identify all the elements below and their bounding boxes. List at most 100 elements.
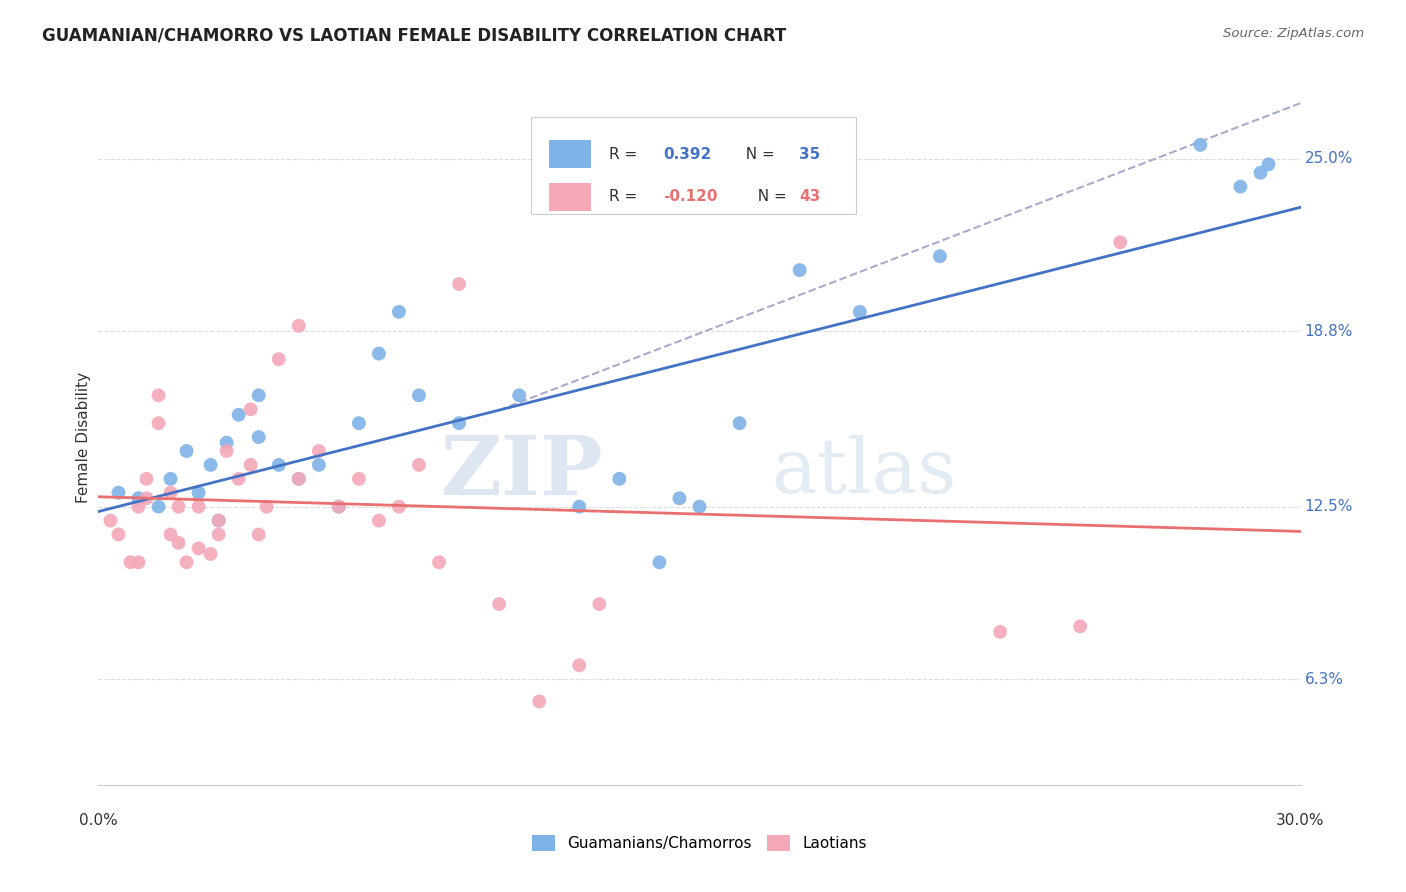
Point (208, 514, 231, 528)
Point (488, 597, 510, 611)
Text: 25.0%: 25.0% (1305, 152, 1353, 166)
Point (287, 472, 309, 486)
Point (148, 500, 170, 514)
Point (200, 547, 222, 561)
Point (239, 458, 262, 472)
Point (1069, 619, 1091, 633)
Text: 0.392: 0.392 (664, 146, 711, 161)
Point (159, 472, 181, 486)
Point (135, 491, 157, 506)
Point (568, 658, 591, 673)
Bar (550, 183, 592, 211)
Text: GUAMANIAN/CHAMORRO VS LAOTIAN FEMALE DISABILITY CORRELATION CHART: GUAMANIAN/CHAMORRO VS LAOTIAN FEMALE DIS… (42, 27, 786, 45)
Point (427, 555, 450, 569)
Point (256, 500, 278, 514)
Point (508, 388, 530, 402)
Point (208, 527, 231, 541)
Point (988, 624, 1011, 639)
Point (187, 500, 209, 514)
Point (239, 402, 262, 417)
Point (215, 444, 238, 458)
Text: -0.120: -0.120 (664, 189, 718, 204)
Point (308, 444, 330, 458)
Point (176, 444, 198, 458)
Text: 0.0%: 0.0% (79, 814, 118, 828)
Point (247, 430, 270, 444)
Point (135, 472, 157, 486)
Point (187, 485, 209, 500)
Point (200, 458, 222, 472)
Point (368, 514, 391, 528)
Point (308, 458, 330, 472)
Point (176, 555, 198, 569)
Point (215, 435, 238, 450)
Y-axis label: Female Disability: Female Disability (76, 371, 91, 503)
Point (588, 597, 610, 611)
Point (368, 346, 391, 360)
Point (668, 491, 690, 506)
Text: 18.8%: 18.8% (1305, 324, 1353, 339)
Point (187, 541, 209, 556)
FancyBboxPatch shape (531, 117, 856, 214)
Point (267, 458, 290, 472)
Point (789, 263, 811, 277)
Text: Source: ZipAtlas.com: Source: ZipAtlas.com (1223, 27, 1364, 40)
Point (328, 500, 350, 514)
Text: ZIP: ZIP (440, 432, 603, 512)
Text: atlas: atlas (772, 435, 957, 508)
Point (688, 500, 710, 514)
Point (167, 500, 190, 514)
Point (408, 388, 430, 402)
Point (1229, 179, 1251, 194)
Point (228, 472, 250, 486)
Text: N =: N = (735, 146, 779, 161)
Point (1189, 137, 1212, 152)
Point (148, 416, 170, 430)
Point (388, 500, 411, 514)
Point (247, 388, 270, 402)
Point (728, 416, 751, 430)
Text: 35: 35 (799, 146, 821, 161)
Point (100, 514, 122, 528)
Point (167, 536, 190, 550)
Point (447, 416, 470, 430)
Point (447, 277, 470, 291)
Point (128, 500, 150, 514)
Point (1250, 166, 1272, 180)
Point (347, 416, 370, 430)
Text: N =: N = (748, 189, 792, 204)
Point (529, 694, 551, 708)
Point (648, 555, 671, 569)
Point (128, 491, 150, 506)
Point (929, 249, 952, 263)
Point (159, 485, 181, 500)
Point (247, 527, 270, 541)
Point (159, 527, 181, 541)
Point (120, 555, 142, 569)
Point (1257, 157, 1279, 171)
Bar (550, 140, 592, 168)
Point (287, 472, 309, 486)
Point (128, 555, 150, 569)
Text: R =: R = (609, 189, 643, 204)
Point (208, 514, 231, 528)
Text: 30.0%: 30.0% (1277, 814, 1324, 828)
Point (849, 305, 872, 319)
Point (107, 527, 129, 541)
Point (408, 458, 430, 472)
Point (228, 408, 250, 422)
Text: 43: 43 (799, 189, 821, 204)
Point (287, 318, 309, 333)
Text: 6.3%: 6.3% (1305, 672, 1344, 687)
Point (347, 472, 370, 486)
Point (107, 485, 129, 500)
Point (148, 388, 170, 402)
Point (568, 500, 591, 514)
Text: 12.5%: 12.5% (1305, 500, 1353, 514)
Point (328, 500, 350, 514)
Text: R =: R = (609, 146, 643, 161)
Point (267, 352, 290, 367)
Point (388, 305, 411, 319)
Legend: Guamanians/Chamorros, Laotians: Guamanians/Chamorros, Laotians (526, 830, 873, 857)
Point (1109, 235, 1132, 250)
